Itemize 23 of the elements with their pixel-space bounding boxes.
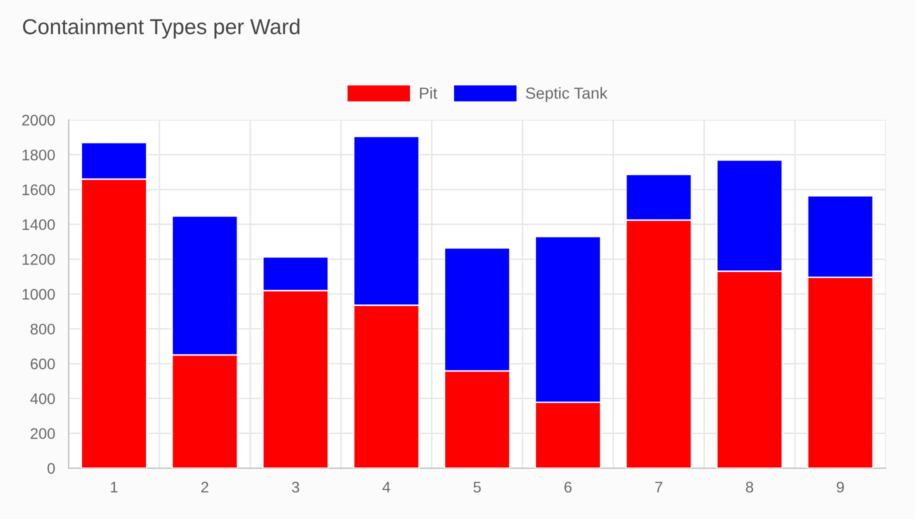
x-tick-label: 9 [836,482,844,493]
legend-label: Pit [420,87,438,99]
y-tick-label: 2000 [22,114,55,126]
y-tick-label: 0 [48,463,55,474]
y-tick-label: 800 [30,324,55,335]
x-tick-label: 7 [655,482,662,492]
x-tick-label: 8 [746,482,754,493]
y-tick-label: 1800 [22,150,55,160]
x-tick-label: 2 [201,482,208,492]
x-tick-label: 6 [564,482,572,493]
y-tick-label: 400 [30,393,55,404]
x-tick-label: 4 [382,482,390,492]
y-tick-label: 200 [30,428,55,439]
y-tick-label: 1000 [22,288,55,300]
legend-label: Septic Tank [526,87,608,102]
x-tick-label: 1 [110,482,118,492]
x-tick-label: 3 [292,482,300,493]
y-tick-label: 600 [30,358,55,370]
y-tick-label: 1600 [22,184,55,196]
chart-title: Containment Types per Ward [23,18,300,39]
y-tick-label: 1200 [22,254,55,265]
x-tick-label: 5 [474,482,481,493]
y-tick-label: 1400 [22,219,55,230]
